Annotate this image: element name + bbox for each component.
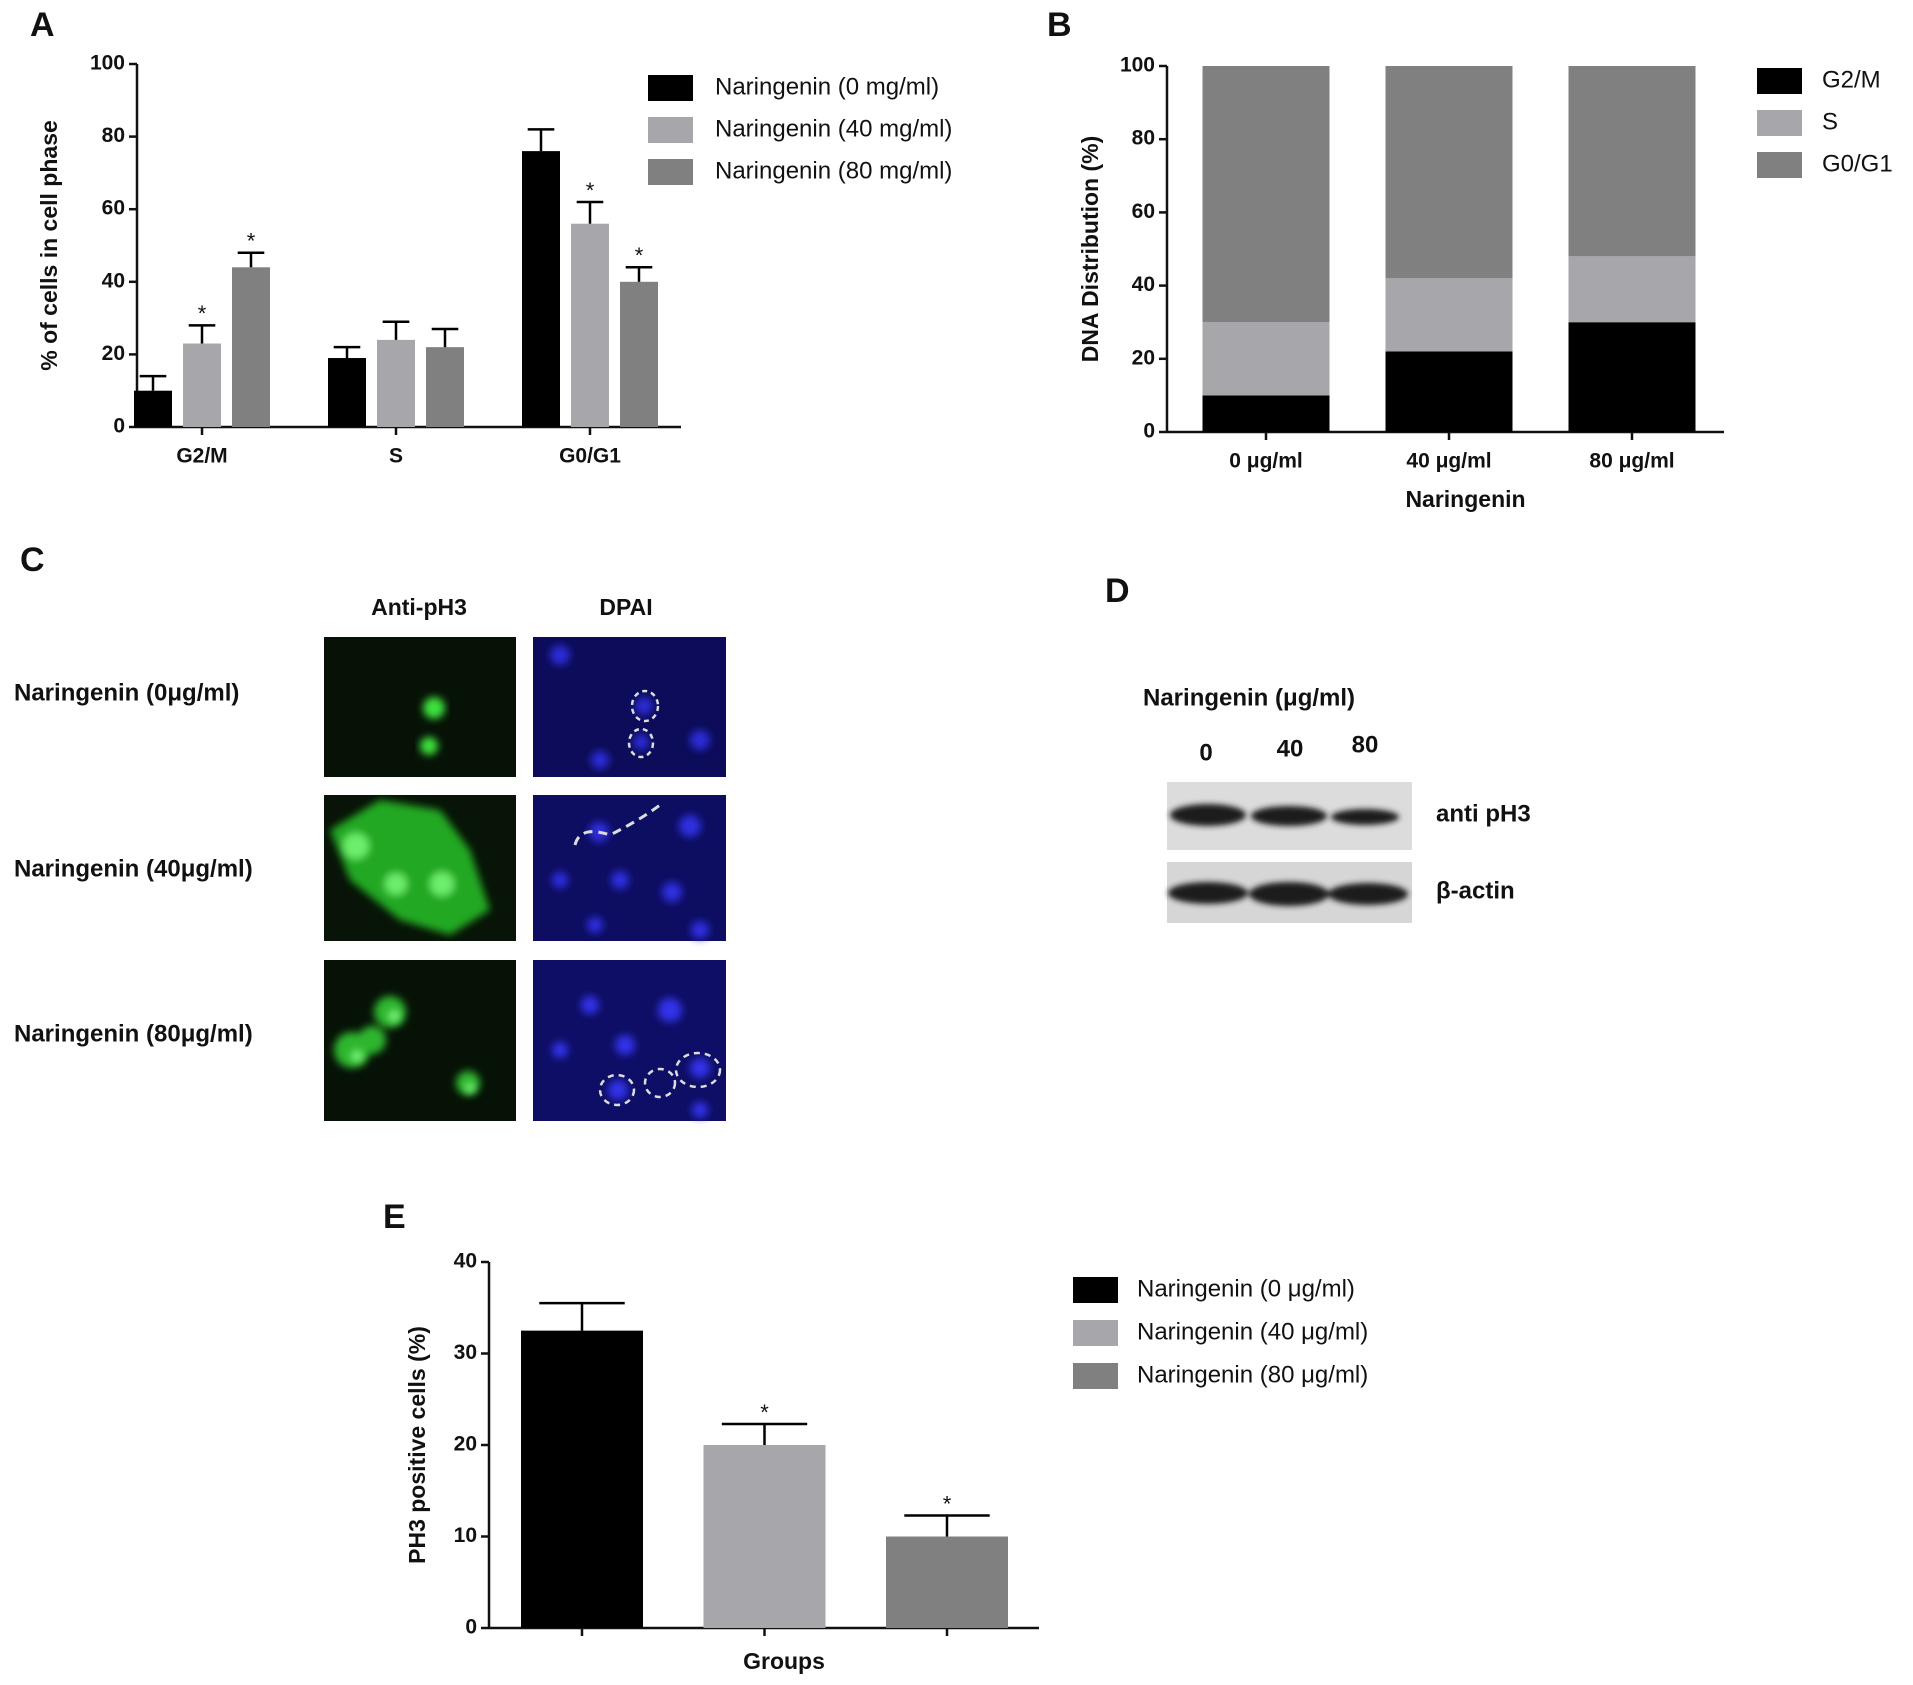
legend-swatch [648, 75, 693, 101]
bar [521, 1330, 643, 1628]
bar [232, 267, 270, 427]
column-header: Anti-pH3 [371, 594, 467, 620]
panel-letter: D [1105, 572, 1130, 610]
bar [620, 281, 658, 427]
bar [1385, 351, 1513, 432]
y-tick-label: 20 [1132, 346, 1155, 369]
band-label: anti pH3 [1436, 800, 1531, 827]
legend-swatch [1757, 68, 1802, 94]
band-label: β-actin [1436, 877, 1515, 904]
legend-swatch [1073, 1363, 1118, 1389]
y-tick-label: 40 [454, 1250, 477, 1273]
y-tick-label: 100 [1120, 54, 1155, 77]
bar [1385, 66, 1513, 279]
legend-label: Naringenin (0 mg/ml) [715, 73, 939, 100]
x-tick-label: G0/G1 [559, 445, 621, 468]
x-tick-label: 0 μg/ml [1229, 450, 1303, 473]
significance: * [586, 178, 595, 203]
y-tick-label: 60 [102, 197, 125, 220]
x-tick-label: S [389, 445, 403, 468]
panel-letter: C [20, 541, 45, 579]
bar [1202, 395, 1330, 432]
y-tick-label: 40 [102, 269, 125, 292]
legend-swatch [1757, 152, 1802, 178]
x-axis-label: Naringenin [1405, 486, 1525, 512]
y-tick-label: 80 [102, 124, 125, 147]
legend-swatch [1073, 1277, 1118, 1303]
y-axis-label: DNA Distribution (%) [1077, 136, 1103, 363]
legend-label: G2/M [1822, 66, 1881, 93]
bar [1385, 278, 1513, 352]
legend-label: Naringenin (80 μg/ml) [1137, 1361, 1368, 1388]
y-tick-label: 80 [1132, 127, 1155, 150]
y-axis-label: % of cells in cell phase [36, 120, 62, 371]
significance: * [760, 1400, 769, 1425]
y-tick-label: 0 [1143, 420, 1155, 443]
blot-strip [1167, 782, 1412, 850]
x-tick-label: G2/M [176, 445, 227, 468]
significance: * [635, 243, 644, 268]
lane-label: 40 [1277, 735, 1304, 762]
legend-swatch [1757, 110, 1802, 136]
legend-swatch [648, 159, 693, 185]
bar [183, 343, 221, 427]
legend-swatch [1073, 1320, 1118, 1346]
panel-letter: E [383, 1198, 406, 1236]
bar [134, 390, 172, 427]
legend-label: Naringenin (0 μg/ml) [1137, 1275, 1355, 1302]
y-tick-label: 100 [90, 52, 125, 75]
row-label: Naringenin (40μg/ml) [14, 855, 253, 882]
bar [328, 358, 366, 427]
column-header: DPAI [599, 594, 652, 620]
x-tick-label: 40 μg/ml [1406, 450, 1491, 473]
y-tick-label: 60 [1132, 200, 1155, 223]
lane-label: 80 [1352, 731, 1379, 758]
y-tick-label: 40 [1132, 273, 1155, 296]
bar [1568, 322, 1696, 432]
legend-label: Naringenin (40 μg/ml) [1137, 1318, 1368, 1345]
bar [703, 1445, 826, 1628]
legend-swatch [648, 117, 693, 143]
bar [426, 347, 464, 427]
x-axis-label: Groups [743, 1648, 825, 1674]
bar [571, 223, 609, 427]
y-axis-label: PH3 positive cells (%) [404, 1326, 430, 1564]
micrograph-blue [533, 637, 726, 777]
legend-label: Naringenin (80 mg/ml) [715, 157, 952, 184]
y-tick-label: 30 [454, 1341, 477, 1364]
x-tick-label: 80 μg/ml [1589, 450, 1674, 473]
bar [377, 339, 415, 427]
significance: * [943, 1491, 952, 1516]
micrograph-green [324, 960, 516, 1121]
row-label: Naringenin (0μg/ml) [14, 679, 239, 706]
micrograph-green [324, 637, 516, 777]
y-tick-label: 20 [102, 342, 125, 365]
bar [522, 151, 560, 427]
bar [1568, 256, 1696, 323]
micrograph-blue [533, 960, 726, 1121]
legend-label: Naringenin (40 mg/ml) [715, 115, 952, 142]
panel-letter: B [1047, 6, 1072, 44]
bar [1202, 322, 1330, 396]
blot-strip [1167, 862, 1412, 923]
y-tick-label: 10 [454, 1524, 477, 1547]
significance: * [198, 301, 207, 326]
bar [1202, 66, 1330, 323]
row-label: Naringenin (80μg/ml) [14, 1020, 253, 1047]
bar [886, 1536, 1008, 1628]
micrograph-blue [533, 795, 726, 941]
micrograph-green [324, 795, 516, 941]
y-tick-label: 0 [465, 1616, 477, 1639]
y-tick-label: 0 [113, 415, 125, 438]
legend-label: S [1822, 108, 1838, 135]
bar [1568, 66, 1696, 257]
blot-title: Naringenin (μg/ml) [1143, 684, 1355, 711]
panel-letter: A [30, 6, 55, 44]
significance: * [247, 229, 256, 254]
y-tick-label: 20 [454, 1433, 477, 1456]
legend-label: G0/G1 [1822, 150, 1893, 177]
lane-label: 0 [1199, 739, 1212, 766]
